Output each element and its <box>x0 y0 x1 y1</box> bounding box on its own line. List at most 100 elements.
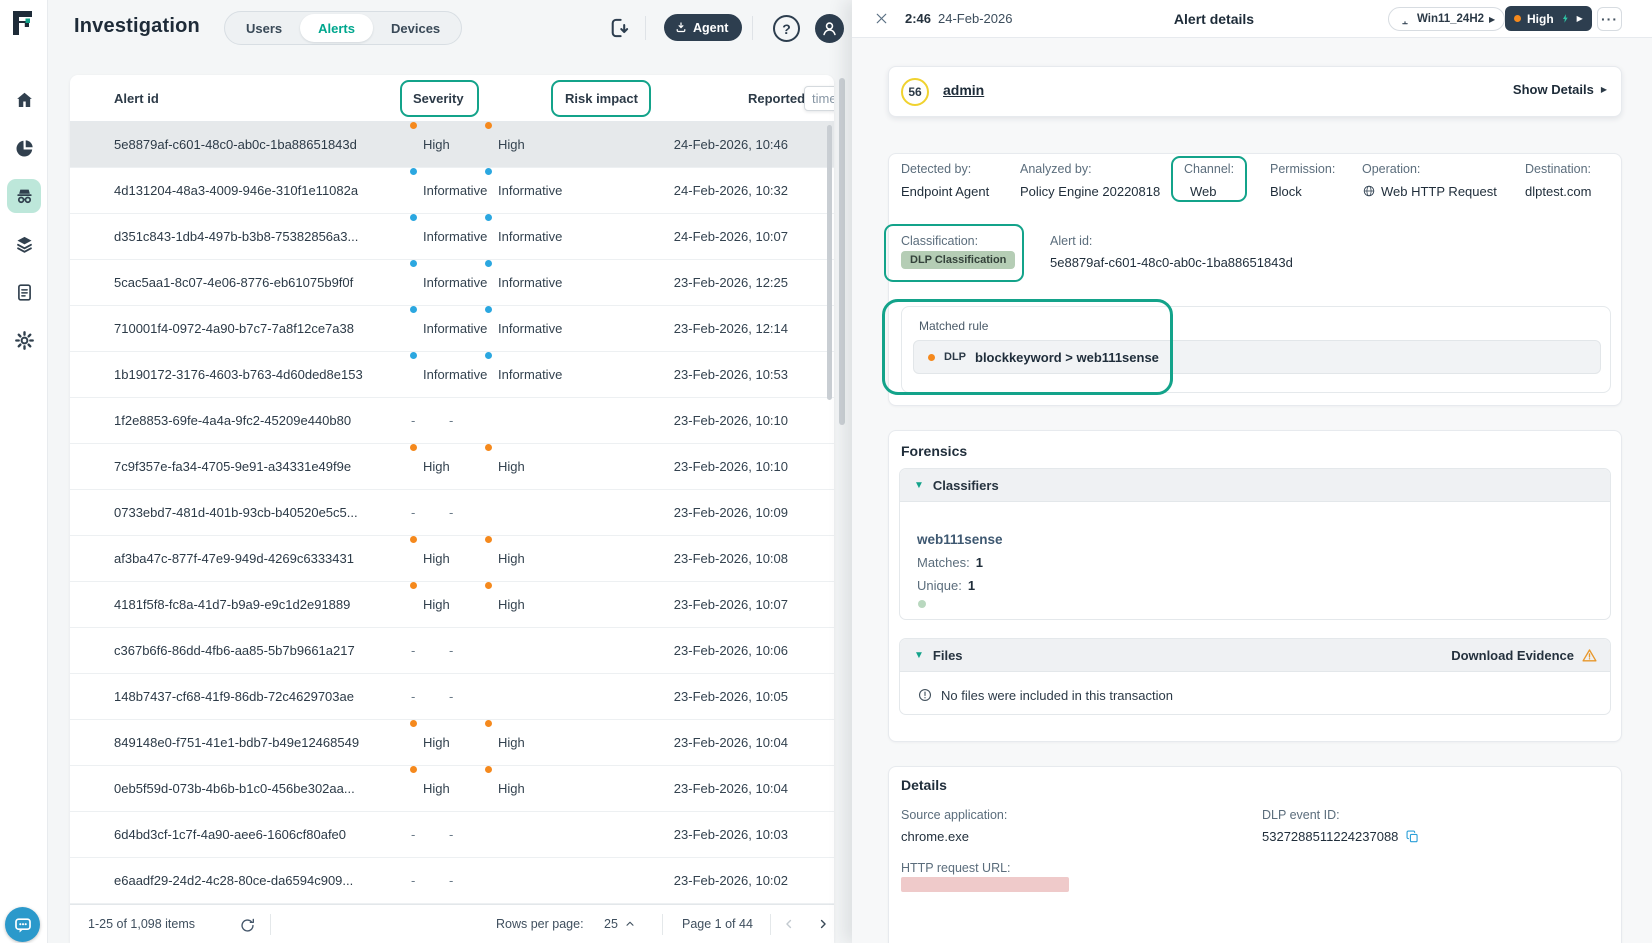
cell-alert-id: 849148e0-f751-41e1-bdb7-b49e12468549 <box>114 735 360 750</box>
cell-reported-time: 23-Feb-2026, 10:07 <box>673 597 788 612</box>
copy-icon[interactable] <box>1405 829 1420 844</box>
risk-dot-icon <box>485 260 492 267</box>
sidebar-item-analytics[interactable] <box>7 131 41 165</box>
sidebar-item-reports[interactable] <box>7 275 41 309</box>
help-icon[interactable]: ? <box>773 15 800 42</box>
details-title: Details <box>901 777 947 793</box>
alert-id-label: Alert id: <box>1050 234 1093 248</box>
cell-alert-id: 1b190172-3176-4603-b763-4d60ded8e153 <box>114 367 363 382</box>
sidebar-item-home[interactable] <box>7 83 41 117</box>
cell-alert-id: 5e8879af-c601-48c0-ab0c-1ba88651843d <box>114 137 357 152</box>
more-options-button[interactable]: ··· <box>1597 7 1622 31</box>
user-avatar[interactable] <box>815 14 844 43</box>
table-row[interactable]: 4d131204-48a3-4009-946e-310f1e11082a Info… <box>70 168 834 214</box>
tab-alerts[interactable]: Alerts <box>300 14 373 42</box>
rule-text: blockkeyword > web111sense <box>975 349 1159 365</box>
export-icon-button[interactable] <box>606 15 632 41</box>
cell-reported-time: 23-Feb-2026, 10:04 <box>673 781 788 796</box>
close-icon[interactable] <box>872 10 890 28</box>
table-row[interactable]: 0eb5f59d-073b-4b6b-b1c0-456be302aa... Hig… <box>70 766 834 812</box>
cell-severity: High <box>423 137 450 152</box>
cell-risk-impact: Informative <box>498 183 563 198</box>
risk-dot-icon <box>485 536 492 543</box>
risk-score: 56 <box>908 85 922 99</box>
cell-risk-empty: - <box>449 827 454 842</box>
gear-icon <box>14 330 34 350</box>
table-row[interactable]: 7c9f357e-fa34-4705-9e91-a34331e49f9e High… <box>70 444 834 490</box>
rows-per-page-label: Rows per page: <box>496 917 584 931</box>
cell-reported-time: 23-Feb-2026, 10:02 <box>673 873 788 888</box>
pie-icon <box>16 139 33 156</box>
table-scrollbar[interactable] <box>827 125 832 400</box>
severity-dot-icon <box>1514 15 1521 22</box>
rows-per-page-select[interactable]: 25 <box>604 905 636 943</box>
page-scrollbar[interactable] <box>839 78 845 425</box>
sidebar-item-data-layers[interactable] <box>7 227 41 261</box>
sidebar-item-settings[interactable] <box>7 323 41 357</box>
cell-risk-empty: - <box>449 873 454 888</box>
classifiers-header[interactable]: ▼ Classifiers <box>900 469 1610 502</box>
divider <box>770 914 771 935</box>
sidebar-item-investigation[interactable] <box>7 179 41 213</box>
severity-dot-icon <box>410 720 417 727</box>
sidebar-nav <box>0 83 48 357</box>
table-row[interactable]: 5e8879af-c601-48c0-ab0c-1ba88651843d High… <box>70 122 834 168</box>
chat-button[interactable] <box>5 907 40 942</box>
cell-reported-time: 23-Feb-2026, 10:53 <box>673 367 788 382</box>
cell-reported-time: 23-Feb-2026, 10:10 <box>673 413 788 428</box>
view-tabs: Users Alerts Devices <box>224 11 463 45</box>
field-label: Analyzed by: <box>1020 162 1092 176</box>
download-evidence-button[interactable]: Download Evidence <box>1451 639 1598 672</box>
monitor-icon <box>1402 21 1408 25</box>
column-severity[interactable]: Severity <box>413 91 464 106</box>
show-details-button[interactable]: Show Details ▶ <box>1513 82 1607 97</box>
table-row[interactable]: 1b190172-3176-4603-b763-4d60ded8e153 Info… <box>70 352 834 398</box>
table-row[interactable]: d351c843-1db4-497b-b3b8-75382856a3... Inf… <box>70 214 834 260</box>
table-row[interactable]: 849148e0-f751-41e1-bdb7-b49e12468549 High… <box>70 720 834 766</box>
tab-devices[interactable]: Devices <box>373 14 458 42</box>
table-row[interactable]: 710001f4-0972-4a90-b7c7-7a8f12ce7a38 Info… <box>70 306 834 352</box>
table-row[interactable]: e6aadf29-24d2-4c28-80ce-da6594c909... - - 2… <box>70 858 834 904</box>
field-label: Channel: <box>1184 162 1235 176</box>
table-row[interactable]: 4181f5f8-fc8a-41d7-b9a9-e9c1d2e91889 High… <box>70 582 834 628</box>
cell-risk-empty: - <box>449 643 454 658</box>
alert-summary-card: Detected by: Endpoint Agent Analyzed by: Po… <box>888 153 1622 406</box>
cell-reported-time: 24-Feb-2026, 10:46 <box>673 137 788 152</box>
cell-risk-empty: - <box>449 505 454 520</box>
user-link[interactable]: admin <box>943 82 985 98</box>
device-pill[interactable]: Win11_24H2 ▶ <box>1388 7 1506 31</box>
column-reported-time[interactable]: Reported <box>748 91 806 106</box>
cell-reported-time: 23-Feb-2026, 10:04 <box>673 735 788 750</box>
table-row[interactable]: 6d4bd3cf-1c7f-4a90-aee6-1606cf80afe0 - - 23… <box>70 812 834 858</box>
table-row[interactable]: 1f2e8853-69fe-4a4a-9fc2-45209e440b80 - - 23… <box>70 398 834 444</box>
files-empty-text: No files were included in this transacti… <box>941 687 1173 703</box>
dlp-event-id-value: 5327288511224237088 <box>1262 829 1420 844</box>
column-risk-impact[interactable]: Risk impact <box>565 91 638 106</box>
next-page-button[interactable] <box>812 913 834 935</box>
table-row[interactable]: af3ba47c-877f-47e9-949d-4269c6333431 High… <box>70 536 834 582</box>
download-evidence-label: Download Evidence <box>1451 648 1574 663</box>
cell-reported-time: 23-Feb-2026, 10:09 <box>673 505 788 520</box>
table-row[interactable]: 0733ebd7-481d-401b-93cb-b40520e5c5... - - 2… <box>70 490 834 536</box>
risk-dot-icon <box>485 306 492 313</box>
tab-users[interactable]: Users <box>228 14 300 42</box>
cell-reported-time: 23-Feb-2026, 10:03 <box>673 827 788 842</box>
cell-alert-id: 5cac5aa1-8c07-4e06-8776-eb61075b9f0f <box>114 275 354 290</box>
forcepoint-logo-icon[interactable] <box>8 8 38 38</box>
source-application-label: Source application: <box>901 808 1008 822</box>
panel-title: Alert details <box>1173 11 1255 27</box>
classifier-dot-icon <box>918 600 926 608</box>
files-header[interactable]: ▼ Files Download Evidence <box>900 639 1610 672</box>
matched-rule-item[interactable]: DLP blockkeyword > web111sense <box>913 340 1601 374</box>
table-row[interactable]: 5cac5aa1-8c07-4e06-8776-eb61075b9f0f Info… <box>70 260 834 306</box>
previous-page-button[interactable] <box>778 913 800 935</box>
cell-reported-time: 23-Feb-2026, 12:14 <box>673 321 788 336</box>
column-alert-id[interactable]: Alert id <box>114 91 159 106</box>
agent-download-button[interactable]: Agent <box>664 14 743 41</box>
refresh-button[interactable] <box>235 913 259 937</box>
cell-reported-time: 23-Feb-2026, 12:25 <box>673 275 788 290</box>
table-row[interactable]: 148b7437-cf68-41f9-86db-72c4629703ae - - 23… <box>70 674 834 720</box>
cell-reported-time: 24-Feb-2026, 10:32 <box>673 183 788 198</box>
severity-badge[interactable]: High ▶ <box>1505 6 1592 31</box>
table-row[interactable]: c367b6f6-86dd-4fb6-aa85-5b7b9661a217 - - 23… <box>70 628 834 674</box>
